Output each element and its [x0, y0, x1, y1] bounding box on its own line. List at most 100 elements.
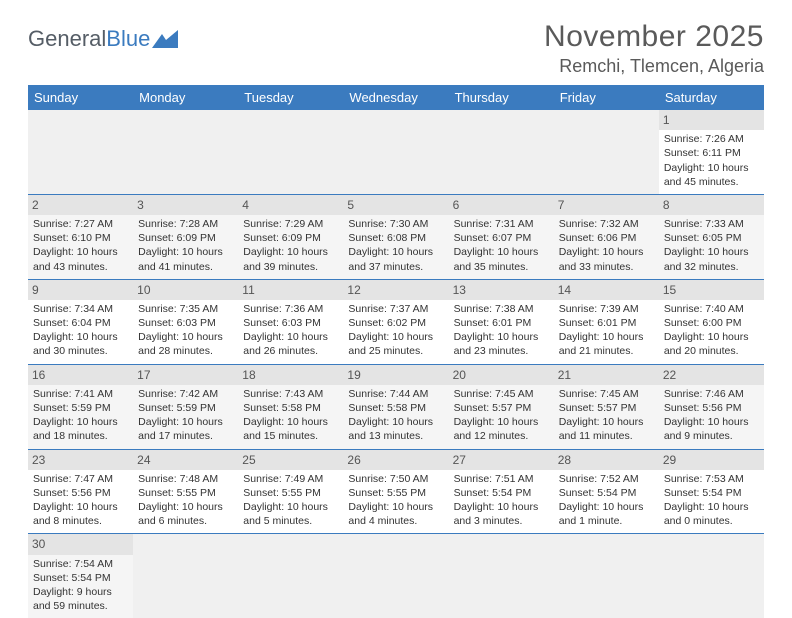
col-saturday: Saturday	[659, 85, 764, 110]
daylight-line: Daylight: 10 hours and 25 minutes.	[348, 330, 443, 358]
daylight-line: Daylight: 10 hours and 0 minutes.	[664, 500, 759, 528]
logo: GeneralBlue	[28, 20, 178, 52]
sunrise-line: Sunrise: 7:31 AM	[454, 217, 549, 231]
day-number: 19	[343, 365, 448, 385]
daylight-line: Daylight: 10 hours and 17 minutes.	[138, 415, 233, 443]
daylight-line: Daylight: 10 hours and 18 minutes.	[33, 415, 128, 443]
title-block: November 2025 Remchi, Tlemcen, Algeria	[544, 20, 764, 77]
day-cell: 7Sunrise: 7:32 AMSunset: 6:06 PMDaylight…	[554, 194, 659, 279]
day-cell: 16Sunrise: 7:41 AMSunset: 5:59 PMDayligh…	[28, 364, 133, 449]
sunrise-line: Sunrise: 7:53 AM	[664, 472, 759, 486]
sunrise-line: Sunrise: 7:47 AM	[33, 472, 128, 486]
sunset-line: Sunset: 5:59 PM	[138, 401, 233, 415]
daylight-line: Daylight: 10 hours and 1 minute.	[559, 500, 654, 528]
day-cell	[343, 110, 448, 194]
week-row: 16Sunrise: 7:41 AMSunset: 5:59 PMDayligh…	[28, 364, 764, 449]
sunrise-line: Sunrise: 7:36 AM	[243, 302, 338, 316]
day-number: 9	[28, 280, 133, 300]
day-cell: 21Sunrise: 7:45 AMSunset: 5:57 PMDayligh…	[554, 364, 659, 449]
daylight-line: Daylight: 10 hours and 23 minutes.	[454, 330, 549, 358]
day-cell: 8Sunrise: 7:33 AMSunset: 6:05 PMDaylight…	[659, 194, 764, 279]
daylight-line: Daylight: 10 hours and 39 minutes.	[243, 245, 338, 273]
day-number: 4	[238, 195, 343, 215]
daylight-line: Daylight: 10 hours and 15 minutes.	[243, 415, 338, 443]
sunrise-line: Sunrise: 7:51 AM	[454, 472, 549, 486]
sunset-line: Sunset: 6:02 PM	[348, 316, 443, 330]
logo-text-1: General	[28, 26, 106, 52]
day-number: 5	[343, 195, 448, 215]
day-cell	[133, 110, 238, 194]
day-number: 22	[659, 365, 764, 385]
sunset-line: Sunset: 5:57 PM	[559, 401, 654, 415]
week-row: 9Sunrise: 7:34 AMSunset: 6:04 PMDaylight…	[28, 279, 764, 364]
daylight-line: Daylight: 10 hours and 4 minutes.	[348, 500, 443, 528]
sunset-line: Sunset: 5:54 PM	[664, 486, 759, 500]
daylight-line: Daylight: 10 hours and 26 minutes.	[243, 330, 338, 358]
daylight-line: Daylight: 10 hours and 8 minutes.	[33, 500, 128, 528]
week-row: 2Sunrise: 7:27 AMSunset: 6:10 PMDaylight…	[28, 194, 764, 279]
sunset-line: Sunset: 6:06 PM	[559, 231, 654, 245]
daylight-line: Daylight: 10 hours and 30 minutes.	[33, 330, 128, 358]
day-number: 20	[449, 365, 554, 385]
day-cell: 5Sunrise: 7:30 AMSunset: 6:08 PMDaylight…	[343, 194, 448, 279]
sunrise-line: Sunrise: 7:43 AM	[243, 387, 338, 401]
day-number: 14	[554, 280, 659, 300]
day-number: 18	[238, 365, 343, 385]
sunset-line: Sunset: 6:09 PM	[138, 231, 233, 245]
sunrise-line: Sunrise: 7:38 AM	[454, 302, 549, 316]
day-cell	[238, 534, 343, 618]
day-cell	[449, 110, 554, 194]
daylight-line: Daylight: 10 hours and 12 minutes.	[454, 415, 549, 443]
sunrise-line: Sunrise: 7:35 AM	[138, 302, 233, 316]
day-cell: 23Sunrise: 7:47 AMSunset: 5:56 PMDayligh…	[28, 449, 133, 534]
day-cell: 20Sunrise: 7:45 AMSunset: 5:57 PMDayligh…	[449, 364, 554, 449]
day-number: 8	[659, 195, 764, 215]
sunrise-line: Sunrise: 7:50 AM	[348, 472, 443, 486]
daylight-line: Daylight: 10 hours and 45 minutes.	[664, 161, 759, 189]
daylight-line: Daylight: 10 hours and 28 minutes.	[138, 330, 233, 358]
sunrise-line: Sunrise: 7:34 AM	[33, 302, 128, 316]
sunset-line: Sunset: 6:07 PM	[454, 231, 549, 245]
day-cell: 30Sunrise: 7:54 AMSunset: 5:54 PMDayligh…	[28, 534, 133, 618]
day-cell: 27Sunrise: 7:51 AMSunset: 5:54 PMDayligh…	[449, 449, 554, 534]
sunset-line: Sunset: 5:56 PM	[664, 401, 759, 415]
day-number: 2	[28, 195, 133, 215]
day-number: 3	[133, 195, 238, 215]
week-row: 1Sunrise: 7:26 AMSunset: 6:11 PMDaylight…	[28, 110, 764, 194]
day-cell	[28, 110, 133, 194]
calendar-body: 1Sunrise: 7:26 AMSunset: 6:11 PMDaylight…	[28, 110, 764, 618]
sunrise-line: Sunrise: 7:41 AM	[33, 387, 128, 401]
col-thursday: Thursday	[449, 85, 554, 110]
daylight-line: Daylight: 10 hours and 9 minutes.	[664, 415, 759, 443]
sunset-line: Sunset: 6:10 PM	[33, 231, 128, 245]
daylight-line: Daylight: 10 hours and 43 minutes.	[33, 245, 128, 273]
sunset-line: Sunset: 6:05 PM	[664, 231, 759, 245]
day-number: 7	[554, 195, 659, 215]
day-cell: 29Sunrise: 7:53 AMSunset: 5:54 PMDayligh…	[659, 449, 764, 534]
day-number: 13	[449, 280, 554, 300]
daylight-line: Daylight: 10 hours and 21 minutes.	[559, 330, 654, 358]
day-cell: 15Sunrise: 7:40 AMSunset: 6:00 PMDayligh…	[659, 279, 764, 364]
sunset-line: Sunset: 5:57 PM	[454, 401, 549, 415]
sunset-line: Sunset: 6:01 PM	[559, 316, 654, 330]
daylight-line: Daylight: 10 hours and 6 minutes.	[138, 500, 233, 528]
day-number: 30	[28, 534, 133, 554]
day-number: 6	[449, 195, 554, 215]
sunset-line: Sunset: 6:04 PM	[33, 316, 128, 330]
day-cell: 24Sunrise: 7:48 AMSunset: 5:55 PMDayligh…	[133, 449, 238, 534]
day-cell: 26Sunrise: 7:50 AMSunset: 5:55 PMDayligh…	[343, 449, 448, 534]
logo-text-2: Blue	[106, 26, 150, 52]
sunset-line: Sunset: 6:11 PM	[664, 146, 759, 160]
sunrise-line: Sunrise: 7:45 AM	[559, 387, 654, 401]
col-sunday: Sunday	[28, 85, 133, 110]
sunset-line: Sunset: 5:55 PM	[348, 486, 443, 500]
sunrise-line: Sunrise: 7:46 AM	[664, 387, 759, 401]
day-number: 1	[659, 110, 764, 130]
sunset-line: Sunset: 5:54 PM	[559, 486, 654, 500]
day-cell	[449, 534, 554, 618]
col-monday: Monday	[133, 85, 238, 110]
sunrise-line: Sunrise: 7:54 AM	[33, 557, 128, 571]
logo-flag-icon	[152, 30, 178, 48]
sunset-line: Sunset: 6:08 PM	[348, 231, 443, 245]
day-number: 28	[554, 450, 659, 470]
